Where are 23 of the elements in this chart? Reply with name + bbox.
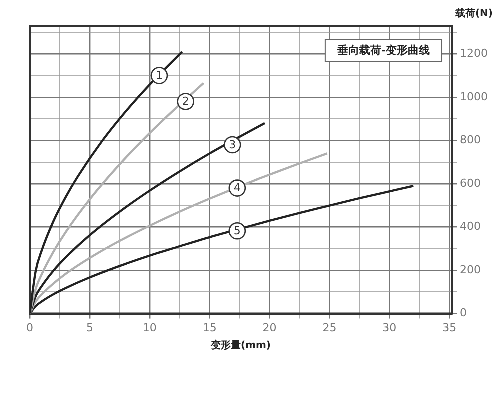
x-tick-label: 5 xyxy=(86,321,94,334)
x-tick-label: 10 xyxy=(142,321,157,334)
y-tick-label: 400 xyxy=(460,220,482,234)
annotation: 1 xyxy=(156,69,163,82)
annotation: 3 xyxy=(229,138,236,152)
text: 垂向载荷-变形曲线 xyxy=(336,44,430,57)
x-axis-title: 变形量(mm) xyxy=(210,340,271,352)
x-tick-label: 25 xyxy=(322,321,337,334)
x-tick-label: 0 xyxy=(26,321,34,334)
y-tick-label: 800 xyxy=(460,134,482,147)
x-tick-label: 20 xyxy=(262,321,277,334)
y-tick-label: 600 xyxy=(460,176,482,190)
x-tick-label: 30 xyxy=(382,321,397,334)
x-tick-label: 35 xyxy=(442,321,457,334)
y-tick-label: 0 xyxy=(460,306,468,320)
y-tick-label: 1200 xyxy=(460,46,488,60)
y-axis-title: 载荷(N) xyxy=(454,8,493,20)
y-tick-label: 200 xyxy=(460,263,482,276)
x-tick-label: 15 xyxy=(202,321,217,334)
y-tick-label: 1000 xyxy=(460,90,488,104)
annotation: 5 xyxy=(234,224,241,238)
annotation: 4 xyxy=(234,182,241,195)
annotation: 2 xyxy=(182,95,190,108)
